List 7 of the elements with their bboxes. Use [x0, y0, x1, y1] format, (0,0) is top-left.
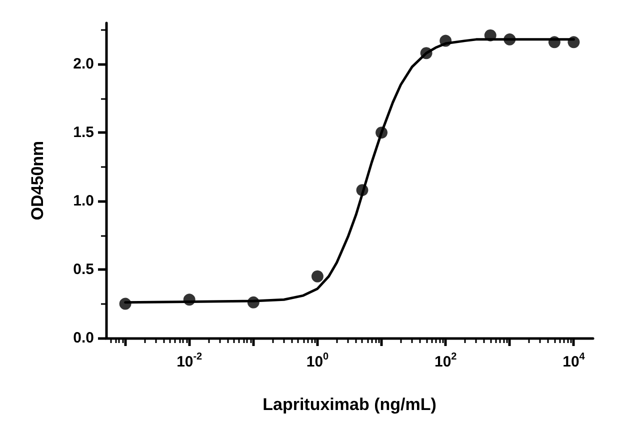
- y-tick-label: 0.0: [73, 330, 94, 346]
- y-tick-label: 2.0: [73, 56, 94, 73]
- y-tick-label: 1.5: [73, 124, 94, 142]
- y-axis-title: OD450nm: [28, 140, 47, 220]
- y-tick-label: 1.0: [73, 192, 94, 210]
- y-tick-label: 0.5: [73, 261, 94, 278]
- x-axis-title: Laprituximab (ng/mL): [262, 395, 436, 414]
